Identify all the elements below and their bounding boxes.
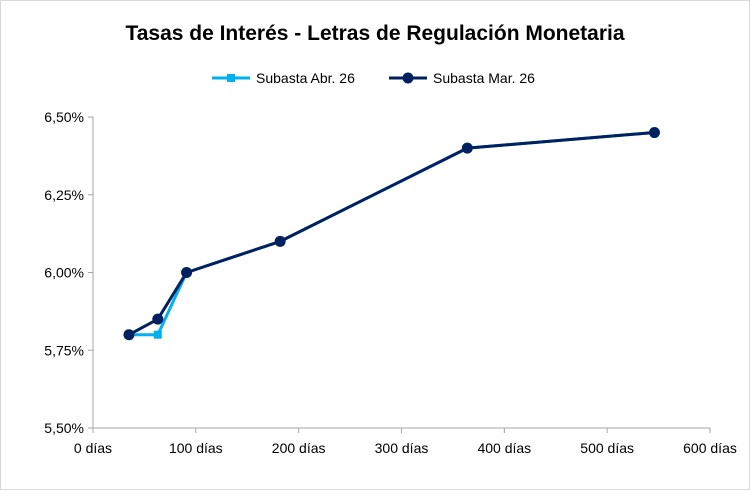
x-tick-label: 300 días [375,440,429,456]
axes: 5,50% 5,75% 6,00% 6,25% 6,50% 0 días 100 días 2… [44,109,737,456]
data-point [123,329,135,341]
y-tick-label: 6,25% [44,187,84,203]
legend-item-1: Subasta Abr. 26 [212,70,355,86]
legend: Subasta Abr. 26 Subasta Mar. 26 [212,70,535,86]
data-point [648,127,660,139]
legend-marker [402,72,414,84]
data-point [181,267,193,278]
y-tick-label: 5,50% [44,420,84,436]
chart-title: Tasas de Interés - Letras de Regulación … [125,22,624,45]
data-point [461,142,473,154]
series-layer [123,127,660,341]
series-line [128,131,655,337]
x-tick-label: 0 días [74,440,112,456]
x-tick-label: 100 días [169,440,223,456]
series-1 [124,128,659,339]
x-tick-label: 200 días [272,440,326,456]
series-line [129,131,655,337]
y-tick-label: 6,00% [44,265,84,281]
legend-item-2: Subasta Mar. 26 [389,70,535,86]
series-2 [123,127,660,341]
x-tick-label: 600 días [683,440,737,456]
legend-label: Subasta Mar. 26 [433,70,535,86]
data-point [274,235,286,247]
y-tick-label: 5,75% [44,342,84,358]
x-tick-label: 500 días [580,440,634,456]
legend-label: Subasta Abr. 26 [256,70,355,86]
legend-marker [227,74,235,82]
data-point [153,330,162,339]
x-tick-label: 400 días [477,440,531,456]
y-tick-label: 6,50% [44,109,84,125]
data-point [152,313,164,325]
